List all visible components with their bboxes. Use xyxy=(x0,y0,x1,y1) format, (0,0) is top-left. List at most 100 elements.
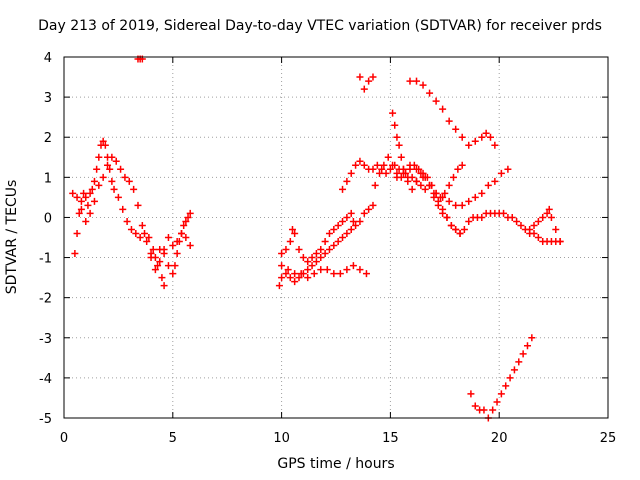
data-point xyxy=(356,266,364,274)
data-point xyxy=(99,173,107,181)
data-point xyxy=(458,201,466,209)
data-point xyxy=(391,121,399,129)
data-point xyxy=(310,270,318,278)
data-point xyxy=(506,374,514,382)
data-point xyxy=(380,161,388,169)
data-point xyxy=(445,197,453,205)
data-point xyxy=(452,125,460,133)
data-point xyxy=(491,177,499,185)
data-point xyxy=(445,181,453,189)
data-point xyxy=(186,209,194,217)
data-point xyxy=(426,181,434,189)
data-point xyxy=(419,81,427,89)
y-tick-label: 0 xyxy=(44,211,52,226)
data-point xyxy=(528,334,536,342)
data-point xyxy=(299,254,307,262)
data-point xyxy=(125,177,133,185)
data-point xyxy=(317,266,325,274)
data-point xyxy=(114,193,122,201)
data-point xyxy=(160,282,168,290)
data-point xyxy=(330,225,338,233)
data-point xyxy=(108,177,116,185)
data-point xyxy=(132,229,140,237)
series-track-c xyxy=(147,209,194,278)
data-point xyxy=(534,234,542,241)
data-point xyxy=(452,225,460,233)
data-point xyxy=(77,205,85,213)
data-point xyxy=(539,213,547,221)
data-point xyxy=(295,246,303,254)
data-point xyxy=(330,270,338,278)
data-point xyxy=(297,270,305,278)
data-point xyxy=(504,165,512,173)
data-point xyxy=(82,193,90,201)
series-track-l xyxy=(393,161,512,209)
data-point xyxy=(343,213,351,221)
data-point xyxy=(69,189,77,197)
data-point xyxy=(143,238,151,246)
data-point xyxy=(178,229,186,237)
data-point xyxy=(458,161,466,169)
data-point xyxy=(413,77,421,85)
data-point xyxy=(465,141,473,149)
data-point xyxy=(106,165,114,173)
data-point xyxy=(406,77,414,85)
data-point xyxy=(347,225,355,233)
y-tick-label: 4 xyxy=(44,51,52,66)
data-point xyxy=(84,201,92,209)
data-point xyxy=(90,177,98,185)
data-point xyxy=(386,165,394,173)
data-point xyxy=(160,250,168,258)
data-point xyxy=(389,109,397,117)
data-point xyxy=(384,153,392,161)
data-point xyxy=(371,181,379,189)
data-point xyxy=(517,221,525,229)
data-point xyxy=(439,105,447,113)
data-point xyxy=(497,390,505,398)
data-point xyxy=(169,242,177,250)
data-point xyxy=(502,382,510,390)
data-point xyxy=(291,270,299,278)
data-point xyxy=(417,181,425,189)
data-point xyxy=(482,129,490,137)
data-point xyxy=(369,73,377,81)
y-tick-label: -2 xyxy=(39,292,52,307)
data-point xyxy=(519,350,527,358)
data-point xyxy=(288,225,296,233)
plot-frame xyxy=(63,56,609,419)
data-point xyxy=(365,77,373,85)
data-point xyxy=(480,406,488,414)
data-point xyxy=(149,246,157,254)
data-point xyxy=(339,234,347,241)
data-point xyxy=(291,278,299,286)
data-point xyxy=(73,229,81,237)
data-point xyxy=(180,221,188,229)
data-points xyxy=(69,55,564,422)
data-point xyxy=(389,161,397,169)
data-point xyxy=(486,133,494,141)
data-point xyxy=(489,406,497,414)
data-point xyxy=(304,274,312,282)
y-tick-label: -5 xyxy=(39,412,52,427)
x-tick-label: 25 xyxy=(600,431,617,446)
data-point xyxy=(360,85,368,93)
data-point xyxy=(369,201,377,209)
data-point xyxy=(434,201,442,209)
data-point xyxy=(171,262,179,270)
data-point xyxy=(419,173,427,181)
data-point xyxy=(295,274,303,282)
chart-title: Day 213 of 2019, Sidereal Day-to-day VTE… xyxy=(38,18,602,34)
data-point xyxy=(408,173,416,181)
data-point xyxy=(500,209,508,217)
data-point xyxy=(169,270,177,278)
data-point xyxy=(73,193,81,201)
series-track-m xyxy=(406,77,499,149)
grid-layer xyxy=(64,57,608,418)
x-tick-label: 15 xyxy=(382,431,399,446)
data-point xyxy=(82,217,90,225)
data-point xyxy=(397,153,405,161)
data-point xyxy=(471,193,479,201)
series-track-i xyxy=(356,73,377,93)
series-track-b xyxy=(69,153,194,274)
data-point xyxy=(278,250,286,258)
